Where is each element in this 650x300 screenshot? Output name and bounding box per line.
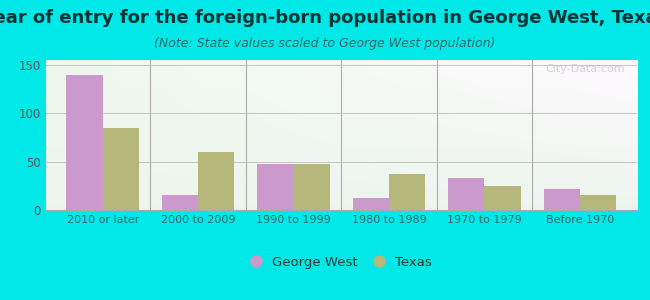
Text: (Note: State values scaled to George West population): (Note: State values scaled to George Wes… bbox=[154, 38, 496, 50]
Bar bbox=[389, 174, 425, 210]
Bar bbox=[257, 164, 294, 210]
Bar bbox=[484, 186, 521, 210]
Bar bbox=[580, 196, 616, 210]
Bar bbox=[543, 189, 580, 210]
Bar bbox=[103, 128, 139, 210]
Bar bbox=[448, 178, 484, 210]
Bar bbox=[198, 152, 235, 210]
Bar bbox=[66, 74, 103, 210]
Bar bbox=[353, 198, 389, 210]
Text: City-Data.com: City-Data.com bbox=[545, 64, 625, 74]
Bar bbox=[294, 164, 330, 210]
Text: Year of entry for the foreign-born population in George West, Texas: Year of entry for the foreign-born popul… bbox=[0, 9, 650, 27]
Legend: George West, Texas: George West, Texas bbox=[244, 249, 438, 275]
Bar bbox=[162, 196, 198, 210]
